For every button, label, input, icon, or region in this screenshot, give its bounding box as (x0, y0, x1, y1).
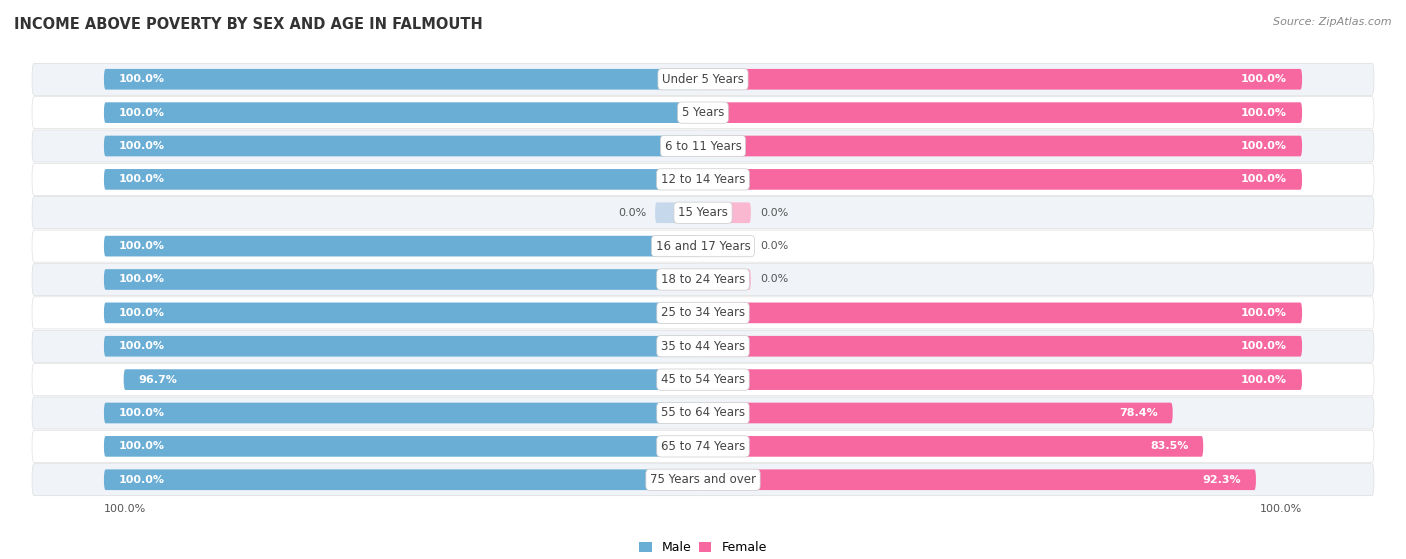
FancyBboxPatch shape (32, 197, 1374, 229)
Text: 100.0%: 100.0% (120, 141, 165, 151)
Text: 100.0%: 100.0% (1241, 174, 1286, 184)
FancyBboxPatch shape (104, 136, 703, 157)
Text: 0.0%: 0.0% (759, 241, 789, 251)
Text: 100.0%: 100.0% (120, 274, 165, 285)
Text: 96.7%: 96.7% (139, 375, 177, 385)
FancyBboxPatch shape (703, 69, 1302, 89)
FancyBboxPatch shape (104, 470, 703, 490)
Text: Under 5 Years: Under 5 Years (662, 73, 744, 86)
FancyBboxPatch shape (32, 230, 1374, 262)
Text: 83.5%: 83.5% (1150, 442, 1188, 451)
Text: 100.0%: 100.0% (120, 174, 165, 184)
FancyBboxPatch shape (703, 202, 751, 223)
FancyBboxPatch shape (703, 302, 1302, 323)
Text: 0.0%: 0.0% (759, 274, 789, 285)
Text: 75 Years and over: 75 Years and over (650, 473, 756, 486)
FancyBboxPatch shape (32, 130, 1374, 162)
Text: 18 to 24 Years: 18 to 24 Years (661, 273, 745, 286)
FancyBboxPatch shape (32, 464, 1374, 496)
FancyBboxPatch shape (32, 363, 1374, 396)
FancyBboxPatch shape (703, 470, 1256, 490)
Text: 100.0%: 100.0% (1241, 141, 1286, 151)
FancyBboxPatch shape (32, 297, 1374, 329)
Text: 35 to 44 Years: 35 to 44 Years (661, 340, 745, 353)
Text: 45 to 54 Years: 45 to 54 Years (661, 373, 745, 386)
FancyBboxPatch shape (32, 397, 1374, 429)
FancyBboxPatch shape (32, 263, 1374, 296)
Text: 100.0%: 100.0% (120, 108, 165, 117)
FancyBboxPatch shape (104, 336, 703, 357)
FancyBboxPatch shape (104, 102, 703, 123)
Text: 100.0%: 100.0% (1260, 504, 1302, 514)
FancyBboxPatch shape (703, 436, 1204, 457)
Text: 100.0%: 100.0% (120, 74, 165, 84)
Text: 100.0%: 100.0% (1241, 375, 1286, 385)
Text: 0.0%: 0.0% (617, 208, 647, 218)
FancyBboxPatch shape (104, 302, 703, 323)
FancyBboxPatch shape (32, 430, 1374, 462)
Text: 100.0%: 100.0% (120, 308, 165, 318)
Text: Source: ZipAtlas.com: Source: ZipAtlas.com (1274, 17, 1392, 27)
FancyBboxPatch shape (32, 330, 1374, 362)
Text: 0.0%: 0.0% (759, 208, 789, 218)
FancyBboxPatch shape (703, 169, 1302, 190)
Text: 100.0%: 100.0% (120, 408, 165, 418)
Text: 5 Years: 5 Years (682, 106, 724, 119)
FancyBboxPatch shape (104, 436, 703, 457)
Text: 100.0%: 100.0% (104, 504, 146, 514)
Text: 100.0%: 100.0% (1241, 108, 1286, 117)
Text: 65 to 74 Years: 65 to 74 Years (661, 440, 745, 453)
Text: INCOME ABOVE POVERTY BY SEX AND AGE IN FALMOUTH: INCOME ABOVE POVERTY BY SEX AND AGE IN F… (14, 17, 482, 32)
FancyBboxPatch shape (32, 63, 1374, 95)
FancyBboxPatch shape (703, 269, 751, 290)
Text: 25 to 34 Years: 25 to 34 Years (661, 306, 745, 319)
Legend: Male, Female: Male, Female (634, 537, 772, 559)
FancyBboxPatch shape (32, 97, 1374, 129)
FancyBboxPatch shape (703, 102, 1302, 123)
Text: 78.4%: 78.4% (1119, 408, 1157, 418)
Text: 100.0%: 100.0% (120, 475, 165, 485)
Text: 100.0%: 100.0% (120, 241, 165, 251)
Text: 100.0%: 100.0% (1241, 341, 1286, 351)
Text: 100.0%: 100.0% (1241, 74, 1286, 84)
Text: 55 to 64 Years: 55 to 64 Years (661, 406, 745, 419)
Text: 100.0%: 100.0% (120, 442, 165, 451)
FancyBboxPatch shape (703, 369, 1302, 390)
Text: 15 Years: 15 Years (678, 206, 728, 219)
FancyBboxPatch shape (104, 269, 703, 290)
FancyBboxPatch shape (124, 369, 703, 390)
Text: 100.0%: 100.0% (120, 341, 165, 351)
FancyBboxPatch shape (703, 136, 1302, 157)
Text: 12 to 14 Years: 12 to 14 Years (661, 173, 745, 186)
FancyBboxPatch shape (703, 336, 1302, 357)
FancyBboxPatch shape (104, 169, 703, 190)
Text: 92.3%: 92.3% (1202, 475, 1241, 485)
FancyBboxPatch shape (32, 163, 1374, 196)
Text: 6 to 11 Years: 6 to 11 Years (665, 140, 741, 153)
Text: 100.0%: 100.0% (1241, 308, 1286, 318)
FancyBboxPatch shape (703, 236, 751, 257)
FancyBboxPatch shape (655, 202, 703, 223)
FancyBboxPatch shape (104, 69, 703, 89)
FancyBboxPatch shape (104, 402, 703, 423)
FancyBboxPatch shape (703, 402, 1173, 423)
Text: 16 and 17 Years: 16 and 17 Years (655, 240, 751, 253)
FancyBboxPatch shape (104, 236, 703, 257)
